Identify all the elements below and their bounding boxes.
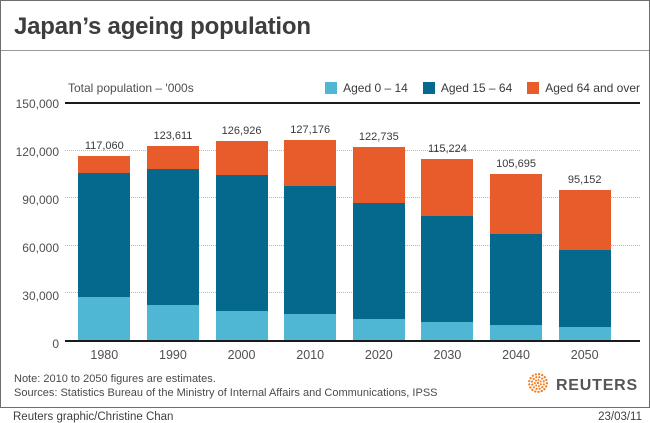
- bar-stack: [284, 104, 337, 340]
- bar-2000: 126,926 2000: [215, 104, 268, 362]
- bar-total-label: 123,611: [153, 130, 193, 143]
- bar-segment: [421, 322, 474, 340]
- gridline: [65, 150, 640, 152]
- x-tick-label: 2000: [227, 348, 256, 362]
- y-axis: 0 30,000 60,000 90,000 120,000 150,000: [1, 97, 65, 351]
- bar-stack: [215, 104, 268, 340]
- bar-segment: [490, 173, 543, 235]
- bar-segment: [558, 249, 611, 328]
- legend-item: Aged 15 – 64: [422, 81, 513, 95]
- bar-segment: [421, 158, 474, 217]
- bar-total-label: 117,060: [84, 139, 124, 152]
- bar-segment: [490, 234, 543, 325]
- bar-segment: [284, 313, 337, 340]
- bar-segment: [352, 319, 405, 340]
- plot-area: 117,060 1980 123,611 1990 126,926 2000 127,176…: [65, 102, 640, 362]
- notes-block: Note: 2010 to 2050 figures are estimates…: [14, 373, 649, 400]
- x-tick-label: 2010: [296, 348, 325, 362]
- bar-2020: 122,735 2020: [352, 104, 405, 362]
- bar-total-label: 127,176: [290, 124, 331, 137]
- date-text: 23/03/11: [598, 411, 642, 423]
- bar-stack: [352, 104, 405, 340]
- y-axis-unit-label: Total population – '000s: [68, 81, 194, 95]
- y-tick-label: 90,000: [22, 193, 59, 207]
- legend-label: Aged 64 and over: [545, 81, 640, 95]
- legend-swatch-icon: [422, 82, 435, 94]
- bar-stack: [78, 104, 131, 340]
- bars-row: 117,060 1980 123,611 1990 126,926 2000 127,176…: [65, 104, 640, 362]
- bar-stack: [490, 104, 543, 340]
- bar-segment: [215, 175, 268, 311]
- y-tick-label: 120,000: [15, 145, 59, 159]
- page-title: Japan’s ageing population: [14, 13, 311, 40]
- bar-segment: [352, 146, 405, 204]
- bar-total-label: 115,224: [427, 142, 467, 155]
- bar-stack: [146, 104, 199, 340]
- bar-segment: [352, 203, 405, 320]
- bar-total-label: 95,152: [567, 174, 602, 187]
- bar-2030: 115,224 2030: [421, 104, 474, 362]
- legend-row: Total population – '000s Aged 0 – 14 Aged…: [68, 51, 640, 102]
- bar-1990: 123,611 1990: [146, 104, 199, 362]
- title-bar: Japan’s ageing population: [1, 1, 649, 51]
- bar-stack: [558, 104, 611, 340]
- x-tick-label: 2050: [570, 348, 599, 362]
- reuters-orb-icon: [526, 371, 550, 400]
- chart-area: 0 30,000 60,000 90,000 120,000 150,000 117,06…: [1, 97, 640, 362]
- bar-segment: [215, 140, 268, 176]
- graphic-frame: Japan’s ageing population Total populati…: [0, 0, 650, 408]
- bar-segment: [146, 304, 199, 340]
- bar-segment: [490, 324, 543, 340]
- gridline: [65, 197, 640, 199]
- legend-item: Aged 0 – 14: [325, 81, 408, 95]
- legend-swatch-icon: [527, 82, 540, 94]
- bar-segment: [78, 155, 131, 173]
- bar-segment: [78, 172, 131, 297]
- bar-segment: [558, 190, 611, 250]
- bar-total-label: 122,735: [358, 130, 399, 143]
- reuters-wordmark: REUTERS: [555, 376, 638, 394]
- credits-row: Reuters graphic/Christine Chan 23/03/11: [0, 408, 650, 423]
- x-tick-label: 2030: [433, 348, 462, 362]
- credit-text: Reuters graphic/Christine Chan: [13, 411, 174, 423]
- bar-segment: [215, 310, 268, 340]
- legend-item: Aged 64 and over: [527, 81, 640, 95]
- legend: Aged 0 – 14 Aged 15 – 64 Aged 64 and over: [325, 81, 640, 95]
- bar-segment: [146, 146, 199, 170]
- sources-text: Sources: Statistics Bureau of the Minist…: [14, 386, 438, 399]
- y-tick-label: 60,000: [22, 241, 59, 255]
- y-tick-label: 0: [52, 337, 59, 351]
- bar-2010: 127,176 2010: [284, 104, 337, 362]
- bar-2050: 95,152 2050: [558, 104, 611, 362]
- bar-segment: [146, 169, 199, 305]
- legend-swatch-icon: [325, 82, 338, 94]
- bar-1980: 117,060 1980: [78, 104, 131, 362]
- bar-total-label: 126,926: [221, 124, 262, 137]
- gridline: [65, 244, 640, 246]
- x-tick-label: 1980: [90, 348, 119, 362]
- bar-segment: [284, 140, 337, 187]
- bar-2040: 105,695 2040: [490, 104, 543, 362]
- legend-label: Aged 0 – 14: [343, 81, 408, 95]
- bar-segment: [78, 296, 131, 340]
- bar-segment: [558, 327, 611, 340]
- legend-label: Aged 15 – 64: [440, 81, 513, 95]
- bar-segment: [284, 186, 337, 314]
- reuters-logo: REUTERS: [526, 371, 638, 400]
- gridline: [65, 291, 640, 293]
- bar-total-label: 105,695: [496, 157, 536, 170]
- bar-stack: [421, 104, 474, 340]
- x-tick-label: 2020: [364, 348, 393, 362]
- bar-segment: [421, 216, 474, 323]
- x-tick-label: 1990: [159, 348, 187, 362]
- note-text: Note: 2010 to 2050 figures are estimates…: [14, 373, 216, 385]
- y-tick-label: 150,000: [15, 97, 59, 111]
- y-tick-label: 30,000: [22, 289, 59, 303]
- x-tick-label: 2040: [502, 348, 530, 362]
